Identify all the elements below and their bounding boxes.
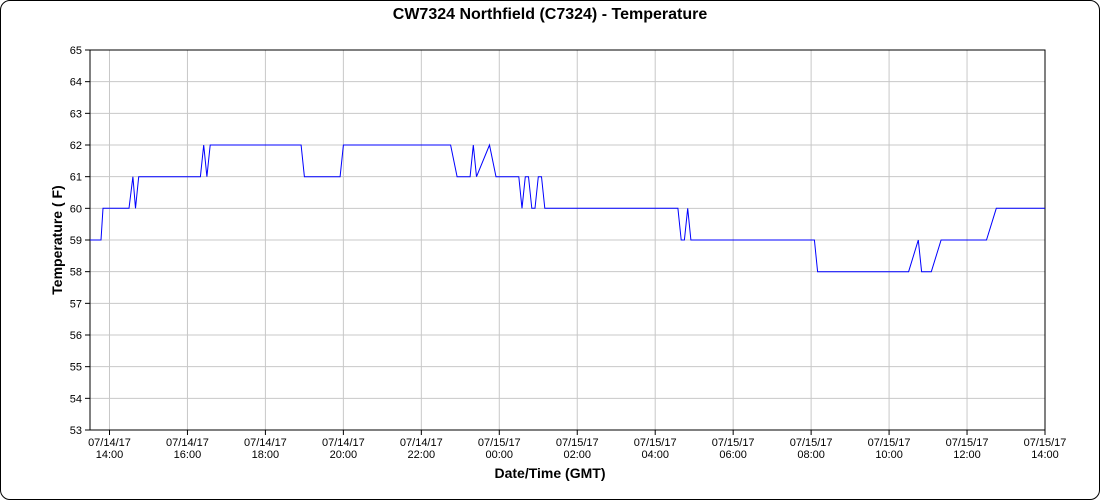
y-tick-label: 56: [70, 330, 82, 342]
x-tick-label-date: 07/15/17: [1024, 437, 1067, 449]
x-tick-label-time: 22:00: [408, 449, 436, 461]
x-tick-label-time: 10:00: [875, 449, 903, 461]
x-tick-label-date: 07/15/17: [556, 437, 599, 449]
x-tick-label-time: 18:00: [252, 449, 280, 461]
x-tick-label-time: 12:00: [953, 449, 981, 461]
x-tick-label-time: 00:00: [486, 449, 514, 461]
x-tick-label-date: 07/15/17: [478, 437, 521, 449]
y-tick-label: 57: [70, 298, 82, 310]
grid: [90, 49, 1046, 431]
x-tick-label-date: 07/14/17: [322, 437, 365, 449]
y-tick-label: 64: [70, 77, 82, 89]
x-axis-ticks: 07/14/1714:0007/14/1716:0007/14/1718:000…: [88, 430, 1066, 461]
chart-title: CW7324 Northfield (C7324) - Temperature: [393, 6, 708, 23]
y-tick-label: 58: [70, 267, 82, 279]
y-tick-label: 54: [70, 393, 82, 405]
x-tick-label-time: 08:00: [797, 449, 825, 461]
x-tick-label-date: 07/15/17: [634, 437, 677, 449]
x-tick-label-time: 20:00: [330, 449, 358, 461]
series-layer: [90, 143, 1045, 273]
y-axis-title: Temperature ( F): [49, 185, 65, 294]
x-tick-label-time: 06:00: [719, 449, 747, 461]
y-tick-label: 63: [70, 108, 82, 120]
x-tick-label-date: 07/15/17: [946, 437, 989, 449]
x-tick-label-time: 16:00: [174, 449, 202, 461]
x-tick-label-time: 14:00: [1031, 449, 1059, 461]
x-tick-label-date: 07/15/17: [868, 437, 911, 449]
x-tick-label-date: 07/14/17: [400, 437, 443, 449]
y-axis-ticks: 53 54 55 56 57 58 59 60 61 62 63 64 65: [70, 45, 90, 437]
x-axis-title: Date/Time (GMT): [495, 465, 606, 481]
series-line-temperature: [90, 143, 1045, 273]
x-tick-label-date: 07/15/17: [790, 437, 833, 449]
y-tick-label: 53: [70, 425, 82, 437]
y-tick-label: 62: [70, 140, 82, 152]
y-tick-label: 61: [70, 172, 82, 184]
y-tick-label: 60: [70, 203, 82, 215]
x-tick-label-date: 07/14/17: [88, 437, 131, 449]
x-tick-label-time: 02:00: [563, 449, 591, 461]
x-tick-label-date: 07/14/17: [166, 437, 209, 449]
y-tick-label: 65: [70, 45, 82, 57]
x-tick-label-date: 07/14/17: [244, 437, 287, 449]
y-tick-label: 55: [70, 362, 82, 374]
x-tick-label-date: 07/15/17: [712, 437, 755, 449]
y-tick-label: 59: [70, 235, 82, 247]
x-tick-label-time: 04:00: [641, 449, 669, 461]
x-tick-label-time: 14:00: [96, 449, 124, 461]
